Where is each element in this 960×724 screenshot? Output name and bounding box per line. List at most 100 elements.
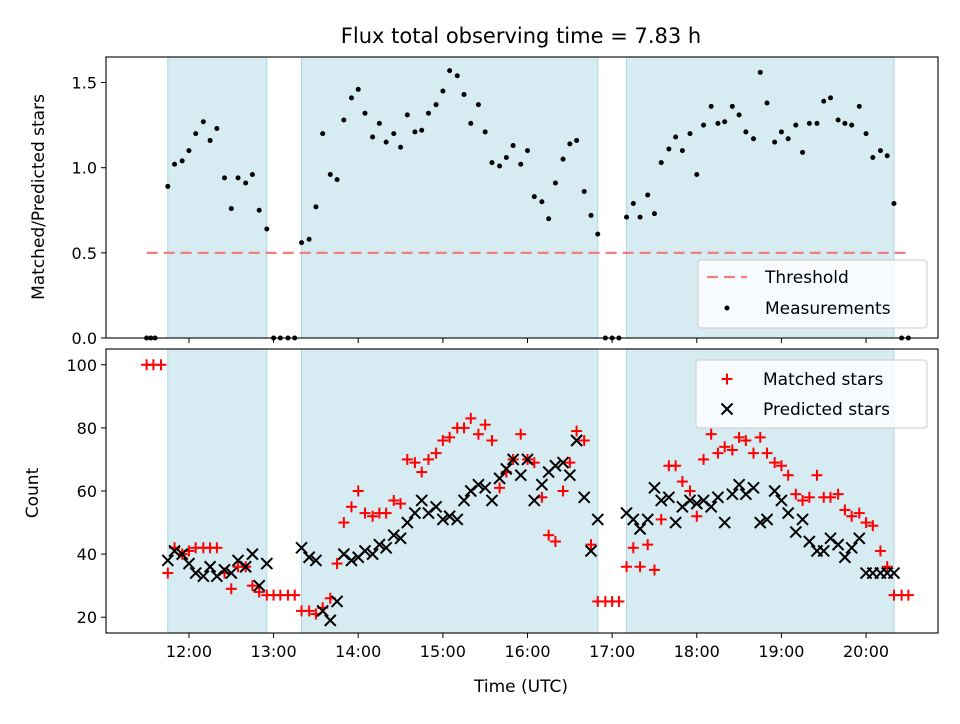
- predicted-star-point: [528, 494, 541, 507]
- matched-star-point: [472, 428, 484, 440]
- matched-star-point: [416, 466, 428, 478]
- predicted-star-point: [168, 544, 181, 558]
- x-tick-label: 12:00: [166, 642, 212, 661]
- marker-stroke: [570, 434, 583, 447]
- matched-star-point: [775, 460, 787, 472]
- legend-threshold-label: Threshold: [764, 268, 849, 288]
- predicted-star-point: [175, 547, 189, 561]
- predicted-star-point: [182, 557, 196, 570]
- marker-stroke: [704, 500, 718, 513]
- measurement-point: [447, 68, 453, 74]
- measurement-point: [800, 149, 806, 155]
- marker-stroke: [231, 554, 245, 567]
- marker-stroke: [218, 563, 231, 577]
- measurement-point: [341, 117, 347, 123]
- predicted-star-point: [401, 516, 414, 529]
- measurement-point: [567, 141, 573, 147]
- x-axis-label: Time (UTC): [473, 677, 568, 697]
- matched-star-point: [803, 491, 815, 503]
- marker-stroke: [246, 547, 259, 561]
- measurement-point: [546, 216, 552, 222]
- predicted-star-point: [726, 487, 739, 501]
- bottom-y-ticks: 20 40 60 80 100: [66, 356, 106, 627]
- measurement-point: [821, 98, 827, 104]
- marker-stroke: [775, 494, 788, 507]
- measurement-point: [179, 158, 185, 164]
- matched-star-point: [797, 494, 809, 506]
- matched-star-point: [832, 488, 844, 500]
- predicted-star-point: [506, 453, 520, 466]
- matched-star-point: [712, 447, 724, 459]
- marker-stroke: [345, 554, 358, 567]
- predicted-star-point: [768, 484, 781, 498]
- top-panel: 0.0 0.5 1.0 1.5 Matched/Predicted stars Thr…: [29, 56, 939, 348]
- predicted-star-point: [485, 494, 499, 507]
- marker-stroke: [845, 541, 858, 555]
- matched-star-point: [782, 469, 794, 481]
- predicted-star-point: [760, 513, 774, 526]
- legend-matched-swatch: [721, 373, 733, 385]
- predicted-star-point: [570, 434, 583, 447]
- matched-star-point: [642, 539, 654, 551]
- matched-star-point: [719, 441, 731, 453]
- matched-star-point: [465, 412, 477, 424]
- top-y-tick-label: 1.5: [72, 74, 97, 93]
- predicted-star-point: [429, 500, 443, 513]
- measurement-point: [708, 103, 714, 109]
- predicted-star-point: [252, 579, 266, 592]
- predicted-star-point: [803, 535, 816, 548]
- chart-title: Flux total observing time = 7.83 h: [341, 24, 701, 48]
- matched-star-point: [458, 422, 470, 434]
- legend-predicted-swatch: [720, 402, 734, 416]
- matched-star-point: [691, 510, 703, 522]
- predicted-star-point: [203, 560, 217, 573]
- predicted-star-point: [549, 459, 562, 472]
- marker-stroke: [485, 494, 499, 507]
- measurement-point: [214, 126, 220, 132]
- matched-star-point: [655, 513, 667, 525]
- matched-star-point: [790, 488, 802, 500]
- predicted-star-point: [781, 506, 795, 520]
- predicted-star-point: [302, 551, 316, 564]
- measurement-point: [552, 180, 558, 186]
- marker-stroke: [789, 525, 803, 539]
- marker-stroke: [161, 554, 174, 567]
- top-axes-frame: [105, 56, 939, 339]
- marker-stroke: [690, 497, 703, 510]
- marker-stroke: [803, 535, 816, 548]
- measurement-point: [658, 160, 664, 166]
- predicted-star-point: [683, 494, 697, 507]
- marker-stroke: [309, 554, 323, 567]
- measurement-point: [891, 200, 897, 206]
- measurement-point: [461, 91, 467, 97]
- predicted-star-point: [260, 557, 274, 570]
- marker-stroke: [584, 544, 598, 558]
- measurement-point: [785, 136, 791, 142]
- measurement-point: [757, 69, 763, 75]
- x-tick-label: 20:00: [843, 642, 889, 661]
- top-y-tick-label: 1.0: [72, 159, 97, 178]
- matched-star-point: [747, 447, 759, 459]
- matched-star-point: [225, 583, 237, 595]
- predicted-star-point: [218, 563, 231, 577]
- measurement-point: [327, 172, 333, 178]
- predicted-star-point: [754, 516, 767, 529]
- bottom-legend: Matched stars Predicted stars: [695, 359, 928, 429]
- measurement-point: [574, 137, 580, 143]
- bottom-x-ticks: 12:00 13:00 14:00 15:00 16:00 17:00 18:00 19:00…: [166, 633, 889, 661]
- measurement-point: [348, 95, 354, 101]
- measurement-point: [221, 175, 227, 181]
- predicted-star-point: [838, 551, 852, 564]
- marker-stroke: [387, 528, 400, 542]
- predicted-star-point: [655, 494, 668, 507]
- x-tick-label: 13:00: [251, 642, 297, 661]
- marker-stroke: [189, 566, 202, 580]
- measurement-point: [651, 211, 657, 217]
- marker-stroke: [260, 557, 274, 570]
- top-legend-box: [697, 259, 928, 329]
- measurement-point: [531, 194, 537, 200]
- measurement-points: [144, 68, 911, 341]
- matched-star-point: [422, 453, 434, 465]
- predicted-star-point: [225, 566, 238, 580]
- predicted-star-point: [316, 604, 329, 618]
